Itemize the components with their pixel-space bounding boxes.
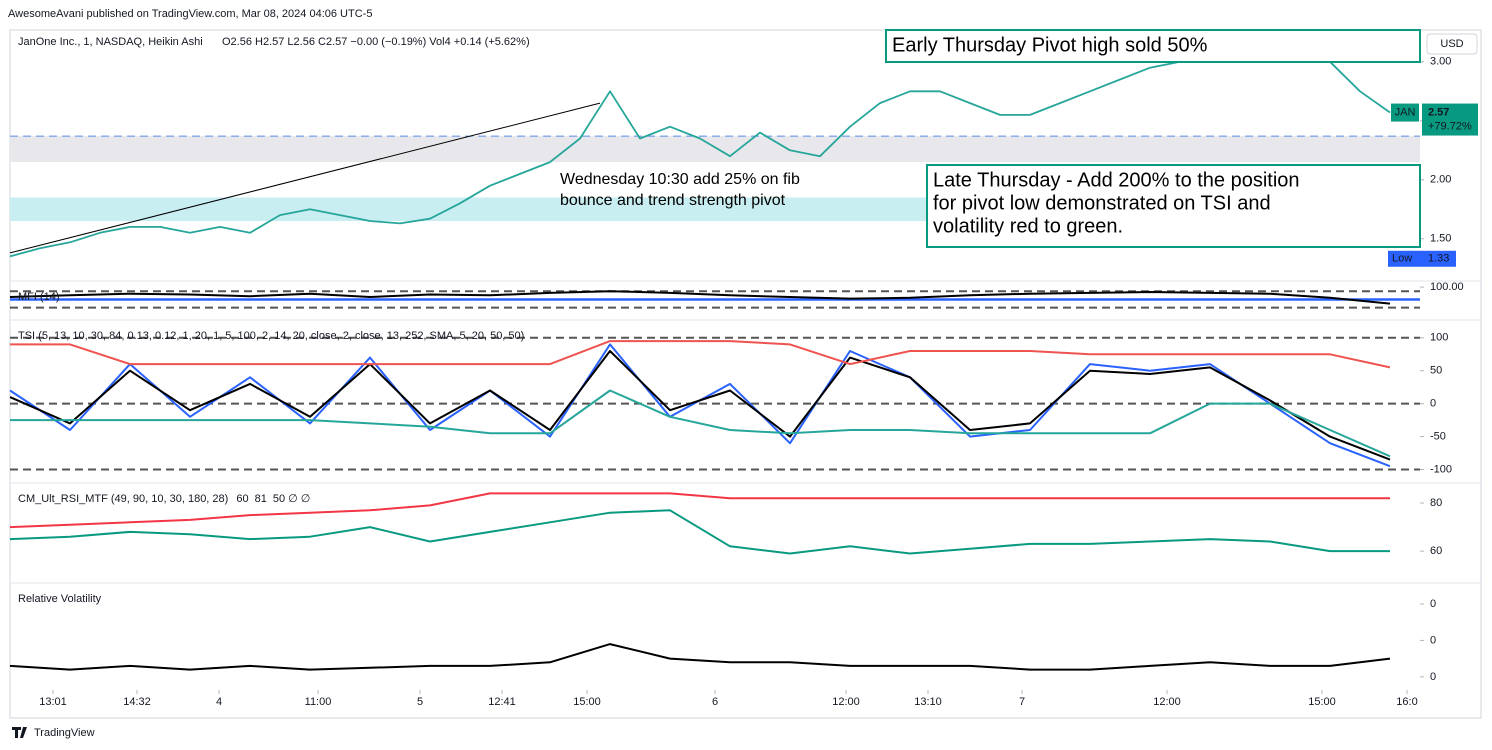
y-tick-label: -50 — [1430, 430, 1446, 442]
x-tick-label: 16:0 — [1396, 696, 1417, 708]
x-tick-label: 7 — [1019, 696, 1025, 708]
x-tick-label: 6 — [712, 696, 718, 708]
x-tick-label: 12:00 — [832, 696, 860, 708]
last-price: 2.57 — [1428, 106, 1449, 118]
indicator-value: 60 — [236, 493, 248, 505]
x-tick-label: 13:10 — [914, 696, 942, 708]
series-line — [9, 49, 1391, 258]
y-tick-label: 3.00 — [1430, 56, 1451, 68]
y-tick-label: 1.50 — [1430, 233, 1451, 245]
header: AwesomeAvani published on TradingView.co… — [8, 8, 372, 20]
series-line — [9, 492, 1390, 529]
annotation-text: Wednesday 10:30 add 25% on fib — [560, 171, 800, 188]
last-price-box — [1422, 103, 1478, 136]
y-tick-label: 100.00 — [1430, 281, 1464, 293]
tv-logo — [12, 727, 27, 738]
currency-box[interactable] — [1426, 33, 1478, 55]
y-tick-label: 60 — [1430, 545, 1442, 557]
x-tick-label: 13:01 — [39, 696, 67, 708]
indicator-value: 81 — [255, 493, 267, 505]
series-line — [9, 350, 1391, 461]
low-box — [1388, 250, 1456, 267]
x-tick-label: 12:00 — [1153, 696, 1181, 708]
y-tick-label: 2.00 — [1430, 174, 1451, 186]
low-label: Low — [1392, 253, 1412, 265]
annotation-box — [926, 164, 1421, 248]
last-change: +79.72% — [1428, 120, 1472, 132]
series-line — [10, 340, 1391, 369]
series-line — [10, 389, 1391, 458]
x-tick-label: 11:00 — [305, 696, 332, 708]
symbol-title: JanOne Inc., 1, NASDAQ, Heikin Ashi — [18, 36, 203, 48]
low-value: 1.33 — [1428, 253, 1449, 265]
trend-line — [9, 102, 601, 254]
x-tick-label: 15:00 — [1308, 696, 1336, 708]
y-tick-label: -100 — [1430, 463, 1452, 475]
y-tick-label: 50 — [1430, 365, 1442, 377]
zone — [10, 136, 1420, 163]
y-tick-label: 0 — [1430, 598, 1436, 610]
y-tick-label: 100 — [1430, 332, 1448, 344]
annotation-text: Early Thursday Pivot high sold 50% — [892, 34, 1208, 56]
indicator-title: CM_Ult_RSI_MTF (49, 90, 10, 30, 180, 28) — [18, 493, 228, 505]
annotation-text: volatility red to green. — [933, 215, 1123, 237]
indicator-value: 50 ∅ ∅ — [273, 493, 311, 505]
indicator-title: Relative Volatility — [18, 593, 102, 605]
ohlc-legend: O2.56 H2.57 L2.56 C2.57 −0.00 (−0.19%) V… — [222, 36, 530, 48]
indicator-title: TSI (5, 13, 10, 30, 84, 0.13, 0.12, 1, 2… — [18, 330, 524, 342]
last-name: JAN — [1395, 106, 1416, 118]
x-tick-label: 14:32 — [123, 696, 151, 708]
y-tick-label: 0 — [1430, 398, 1436, 410]
currency[interactable]: USD — [1440, 38, 1463, 50]
last-name-box — [1391, 103, 1419, 122]
x-tick-label: 4 — [216, 696, 222, 708]
frame — [9, 29, 1482, 719]
annotation-text: Late Thursday - Add 200% to the position — [933, 169, 1300, 191]
x-tick-label: 5 — [417, 696, 423, 708]
y-tick-label: 80 — [1430, 497, 1442, 509]
annotation-text: for pivot low demonstrated on TSI and — [933, 192, 1271, 214]
footer: TradingView — [34, 727, 95, 739]
annotation-box — [885, 29, 1421, 63]
annotation-text: bounce and trend strength pivot — [560, 192, 786, 209]
y-tick-label: 0 — [1430, 671, 1436, 683]
indicator-title: MFI (14) — [18, 291, 60, 303]
series-line — [9, 290, 1391, 305]
series-line — [9, 643, 1391, 671]
y-tick-label: 0 — [1430, 634, 1436, 646]
series-line — [9, 343, 1391, 468]
series-line — [9, 509, 1390, 555]
x-tick-label: 12:41 — [488, 696, 516, 708]
x-tick-label: 15:00 — [573, 696, 601, 708]
